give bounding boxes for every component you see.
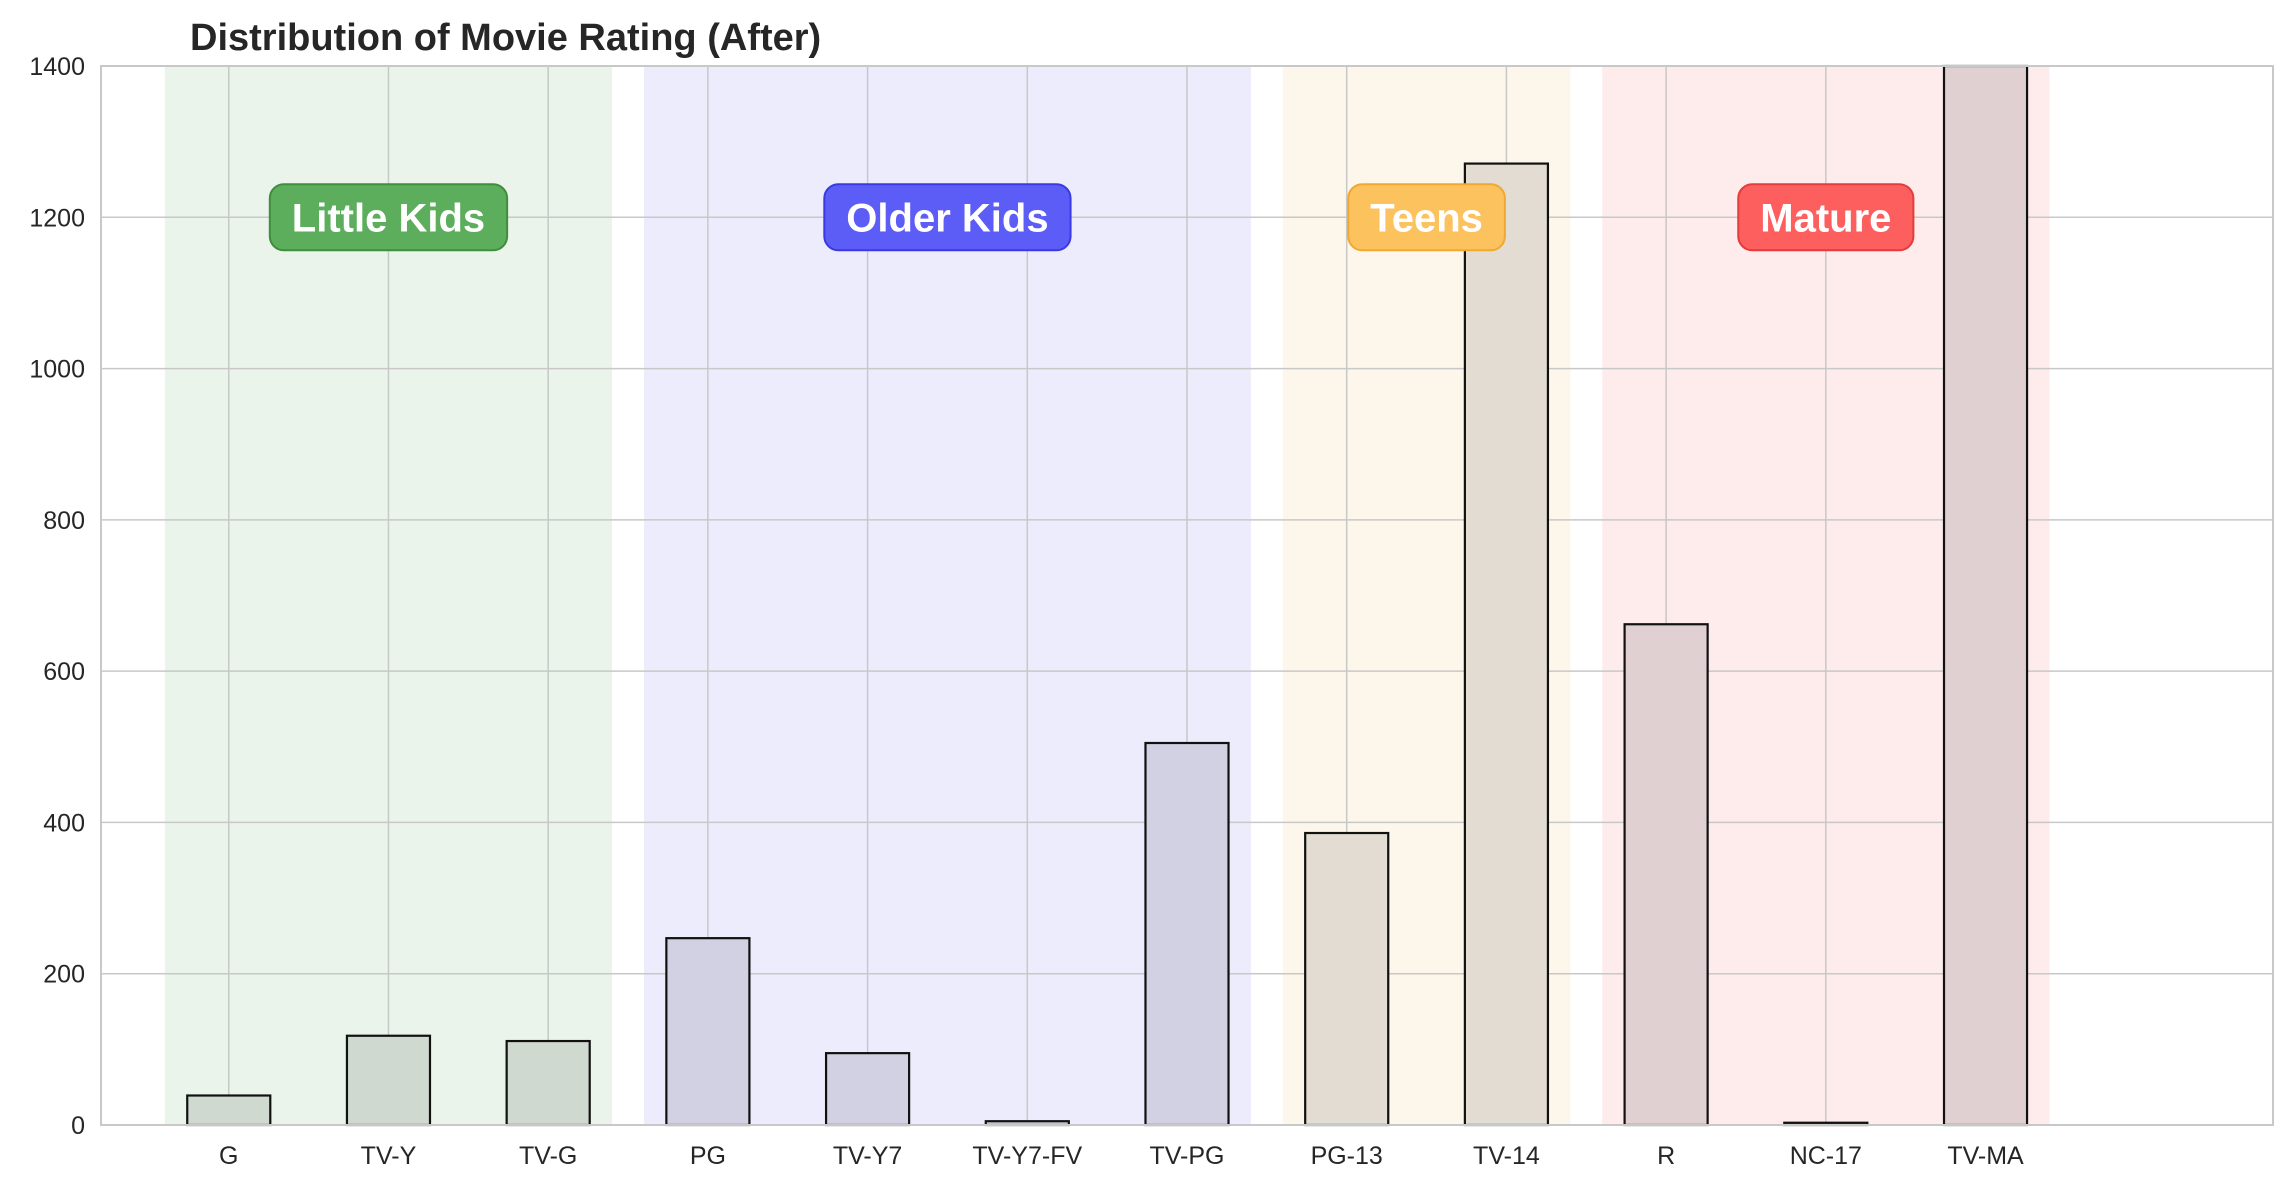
x-tick-label: PG-13 [1311, 1142, 1383, 1170]
y-tick-label: 1400 [29, 53, 85, 81]
x-tick-label: TV-Y7 [833, 1142, 902, 1170]
x-tick-label: TV-G [519, 1142, 577, 1170]
y-tick-label: 800 [43, 507, 85, 535]
x-tick-label: TV-14 [1473, 1142, 1540, 1170]
chart-title: Distribution of Movie Rating (After) [190, 17, 821, 59]
bar-tv-y7 [824, 1052, 911, 1127]
group-label-0: Little Kids [292, 196, 485, 240]
y-tick-label: 600 [43, 658, 85, 686]
x-tick-label: G [219, 1142, 238, 1170]
axes: 0 200 400 600 800 1000 1200 1400 G TV-Y TV-G PG TV-Y… [29, 53, 2274, 1170]
bar-pg [665, 937, 751, 1127]
x-tick-label: TV-MA [1947, 1142, 2024, 1170]
group-label-2: Teens [1370, 196, 1483, 240]
group-label-1: Older Kids [846, 196, 1048, 240]
group-badge-3 [1737, 183, 1915, 252]
bar-g [186, 1094, 272, 1127]
bars [186, 64, 2029, 1127]
y-tick-label: 0 [71, 1112, 85, 1140]
group-badge-1 [823, 183, 1072, 252]
group-badge-0 [268, 183, 509, 252]
bar-tv-pg [1144, 741, 1230, 1127]
x-tick-label: PG [690, 1142, 726, 1170]
bar-pg-13 [1304, 831, 1390, 1127]
x-tick-label: TV-Y7-FV [972, 1142, 1082, 1170]
bar-tv-y [345, 1034, 432, 1127]
plot-frame [100, 65, 2274, 1126]
x-tick-label: TV-PG [1149, 1142, 1224, 1170]
y-tick-label: 1000 [29, 356, 85, 384]
bar-tv-ma [1942, 64, 2029, 1127]
bar-r [1623, 623, 1709, 1127]
group-labels: Little Kids Older Kids Teens Mature [268, 183, 1915, 252]
x-tick-label: TV-Y [361, 1142, 417, 1170]
y-tick-label: 400 [43, 809, 85, 837]
group-badge-2 [1347, 183, 1506, 252]
x-tick-label: R [1657, 1142, 1675, 1170]
y-tick-label: 200 [43, 961, 85, 989]
bar-tv-g [505, 1039, 591, 1127]
x-tick-label: NC-17 [1790, 1142, 1862, 1170]
bar-tv-14 [1463, 162, 1550, 1127]
y-tick-label: 1200 [29, 204, 85, 232]
group-label-3: Mature [1760, 196, 1891, 240]
